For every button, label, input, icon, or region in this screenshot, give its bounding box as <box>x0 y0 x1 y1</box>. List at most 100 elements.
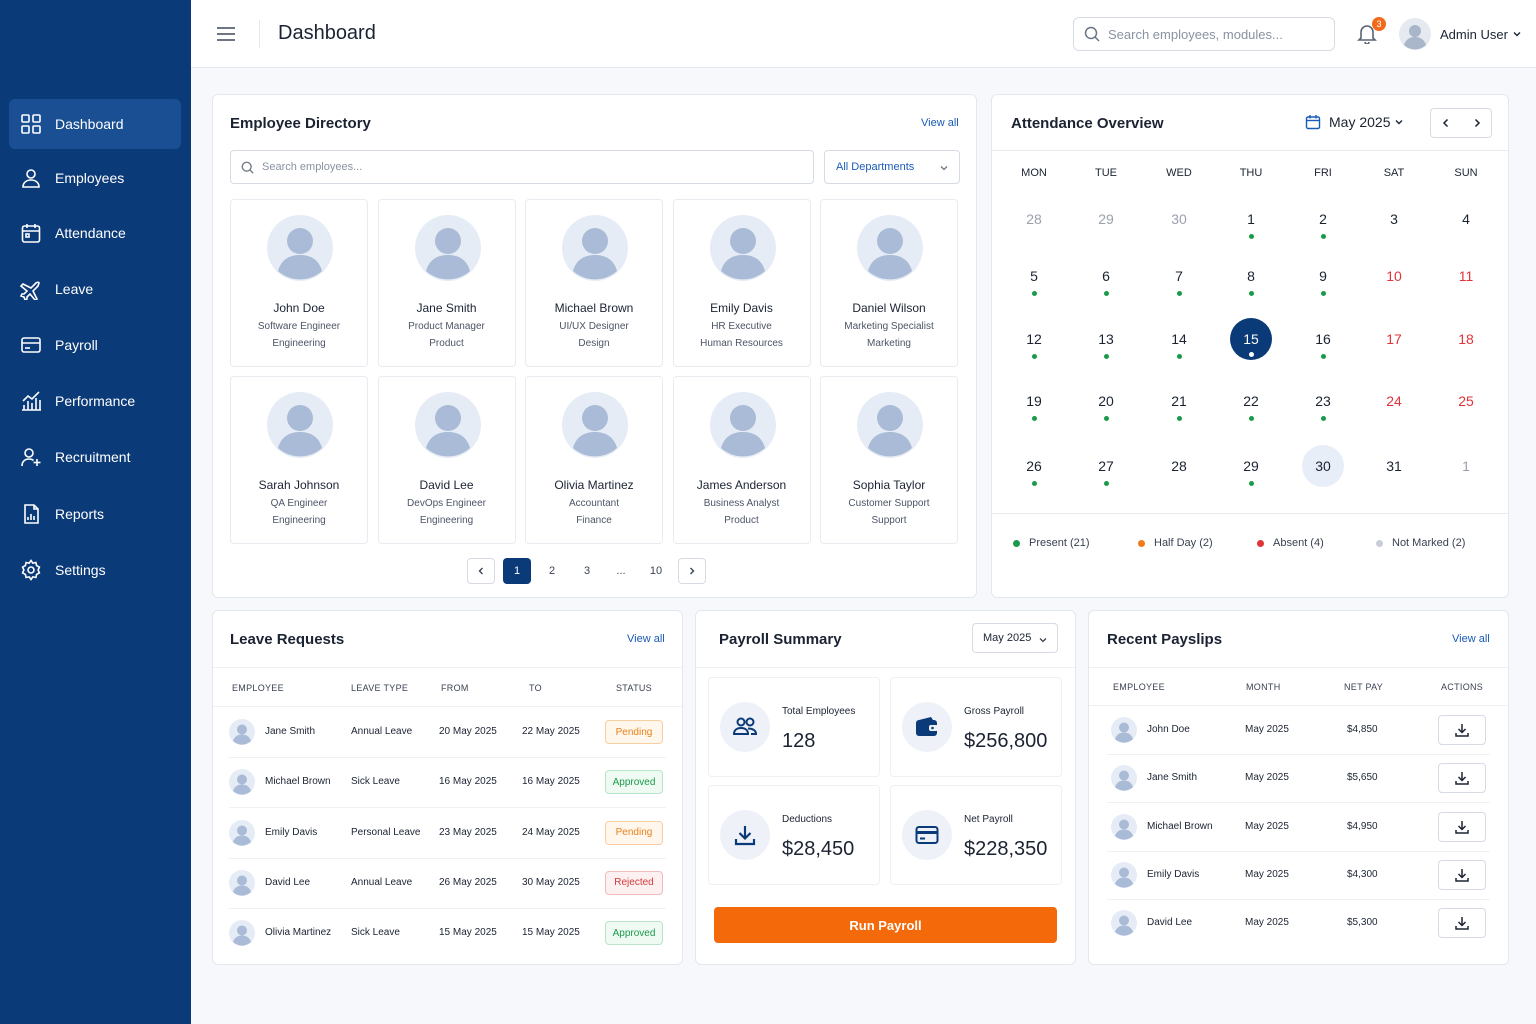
avatar <box>709 215 776 281</box>
sidebar-item-employees[interactable]: Employees <box>9 153 181 203</box>
payroll-month-select[interactable]: May 2025 <box>972 623 1058 653</box>
employee-card[interactable]: Sophia Taylor Customer Support Support <box>820 376 958 544</box>
leave-requests-card: Leave Requests View all EMPLOYEE LEAVE T… <box>212 610 683 965</box>
download-payslip-button[interactable] <box>1438 763 1486 794</box>
employee-name: Jane Smith <box>265 726 316 737</box>
calendar-day[interactable]: 18 <box>1458 331 1474 347</box>
view-all-link[interactable]: View all <box>1452 633 1490 645</box>
sidebar-item-dashboard[interactable]: Dashboard <box>9 99 181 149</box>
calendar-day[interactable]: 19 <box>1026 393 1042 409</box>
view-all-link[interactable]: View all <box>627 633 665 645</box>
employee-department: Support <box>871 515 907 526</box>
employee-search-input[interactable] <box>262 161 802 173</box>
calendar-day[interactable]: 5 <box>1030 268 1038 284</box>
employee-card[interactable]: Emily Davis HR Executive Human Resources <box>672 199 811 367</box>
search-icon <box>241 161 254 174</box>
calendar-day[interactable]: 29 <box>1243 458 1259 474</box>
calendar-day[interactable]: 29 <box>1098 211 1114 227</box>
employee-card[interactable]: David Lee DevOps Engineer Engineering <box>377 376 516 544</box>
page-button-2[interactable]: 2 <box>548 565 556 577</box>
view-all-link[interactable]: View all <box>921 117 959 129</box>
calendar-day[interactable]: 1 <box>1462 458 1470 474</box>
employee-name: David Lee <box>265 876 311 888</box>
prev-page-button[interactable] <box>467 558 495 584</box>
calendar-day[interactable]: 14 <box>1171 331 1187 347</box>
department-select[interactable]: All Departments <box>824 150 960 184</box>
calendar-day[interactable]: 17 <box>1386 331 1402 347</box>
present-dot <box>1176 416 1182 421</box>
employee-name: Sarah Johnson <box>258 478 340 492</box>
calendar-day[interactable]: 26 <box>1026 458 1042 474</box>
calendar-day[interactable]: 4 <box>1462 211 1470 227</box>
employee-card[interactable]: John Doe Software Engineer Engineering <box>230 199 368 367</box>
chevron-right-icon[interactable] <box>1462 109 1492 137</box>
calendar-day[interactable]: 3 <box>1390 211 1398 227</box>
run-payroll-button[interactable]: Run Payroll <box>714 907 1057 943</box>
employee-directory-card: Employee Directory View all All Departme… <box>212 94 977 598</box>
calendar-day[interactable]: 21 <box>1171 393 1187 409</box>
calendar-day[interactable]: 30 <box>1302 445 1344 487</box>
download-payslip-button[interactable] <box>1438 715 1486 745</box>
calendar-day[interactable]: 13 <box>1098 331 1114 347</box>
sidebar-item-settings[interactable]: Settings <box>9 545 181 595</box>
employee-card[interactable]: Sarah Johnson QA Engineer Engineering <box>230 376 368 544</box>
page-button-1[interactable]: 1 <box>503 558 531 584</box>
employee-card[interactable]: James Anderson Business Analyst Product <box>672 376 811 544</box>
avatar <box>229 719 255 745</box>
download-payslip-button[interactable] <box>1438 859 1486 890</box>
employee-card[interactable]: Michael Brown UI/UX Designer Design <box>525 199 663 367</box>
calendar-day[interactable]: 7 <box>1175 268 1183 284</box>
sidebar-item-payroll[interactable]: Payroll <box>9 320 181 370</box>
chevron-left-icon[interactable] <box>1431 109 1461 137</box>
divider <box>229 857 666 859</box>
present-dot <box>1031 291 1037 296</box>
search-input[interactable] <box>1108 26 1318 42</box>
calendar-day[interactable]: 25 <box>1458 393 1474 409</box>
to-date: 22 May 2025 <box>522 726 580 737</box>
calendar-day[interactable]: 22 <box>1243 393 1259 409</box>
employee-department: Finance <box>576 515 612 526</box>
legend-label: Present (21) <box>1029 537 1090 549</box>
chevron-down-icon <box>1394 117 1404 127</box>
sidebar-item-performance[interactable]: Performance <box>9 376 181 426</box>
calendar-day[interactable]: 9 <box>1319 268 1327 284</box>
calendar-day[interactable]: 16 <box>1315 331 1331 347</box>
employee-card[interactable]: Daniel Wilson Marketing Specialist Marketi… <box>820 199 958 367</box>
calendar-day[interactable]: 11 <box>1458 268 1474 284</box>
calendar-day[interactable]: 28 <box>1026 211 1042 227</box>
sidebar-item-leave[interactable]: Leave <box>9 264 181 314</box>
user-menu[interactable]: Admin User <box>1399 18 1522 50</box>
calendar-day[interactable]: 30 <box>1171 211 1187 227</box>
sidebar-item-attendance[interactable]: Attendance <box>9 208 181 258</box>
calendar-day[interactable]: 27 <box>1098 458 1114 474</box>
bell-icon[interactable] <box>1357 22 1377 44</box>
calendar-day[interactable]: 1 <box>1247 211 1255 227</box>
employee-card[interactable]: Jane Smith Product Manager Product <box>377 199 516 367</box>
calendar-day[interactable]: 28 <box>1171 458 1187 474</box>
avatar <box>267 392 333 458</box>
stat-label: Gross Payroll <box>964 706 1025 717</box>
calendar-day[interactable]: 6 <box>1102 268 1110 284</box>
stat-total-employees: Total Employees 128 <box>708 677 880 777</box>
employee-card[interactable]: Olivia Martinez Accountant Finance <box>525 376 663 544</box>
next-page-button[interactable] <box>678 558 706 584</box>
calendar-day[interactable]: 31 <box>1386 458 1402 474</box>
sidebar-item-reports[interactable]: Reports <box>9 489 181 539</box>
calendar-day[interactable]: 12 <box>1026 331 1042 347</box>
month-picker[interactable]: May 2025 <box>1305 114 1404 130</box>
calendar-day[interactable]: 20 <box>1098 393 1114 409</box>
calendar-day[interactable]: 8 <box>1247 268 1255 284</box>
calendar-day[interactable]: 2 <box>1319 211 1327 227</box>
page-button-3[interactable]: 3 <box>583 565 591 577</box>
sidebar-item-recruitment[interactable]: Recruitment <box>9 432 181 482</box>
calendar-day[interactable]: 10 <box>1386 268 1402 284</box>
calendar-day[interactable]: 23 <box>1315 393 1331 409</box>
sidebar-item-label: Recruitment <box>55 449 131 465</box>
menu-icon[interactable] <box>216 24 236 44</box>
avatar <box>562 392 628 458</box>
employee-search <box>230 150 814 184</box>
download-payslip-button[interactable] <box>1438 811 1486 842</box>
calendar-day[interactable]: 24 <box>1386 393 1402 409</box>
page-button-10[interactable]: 10 <box>649 565 663 577</box>
download-payslip-button[interactable] <box>1438 908 1486 939</box>
